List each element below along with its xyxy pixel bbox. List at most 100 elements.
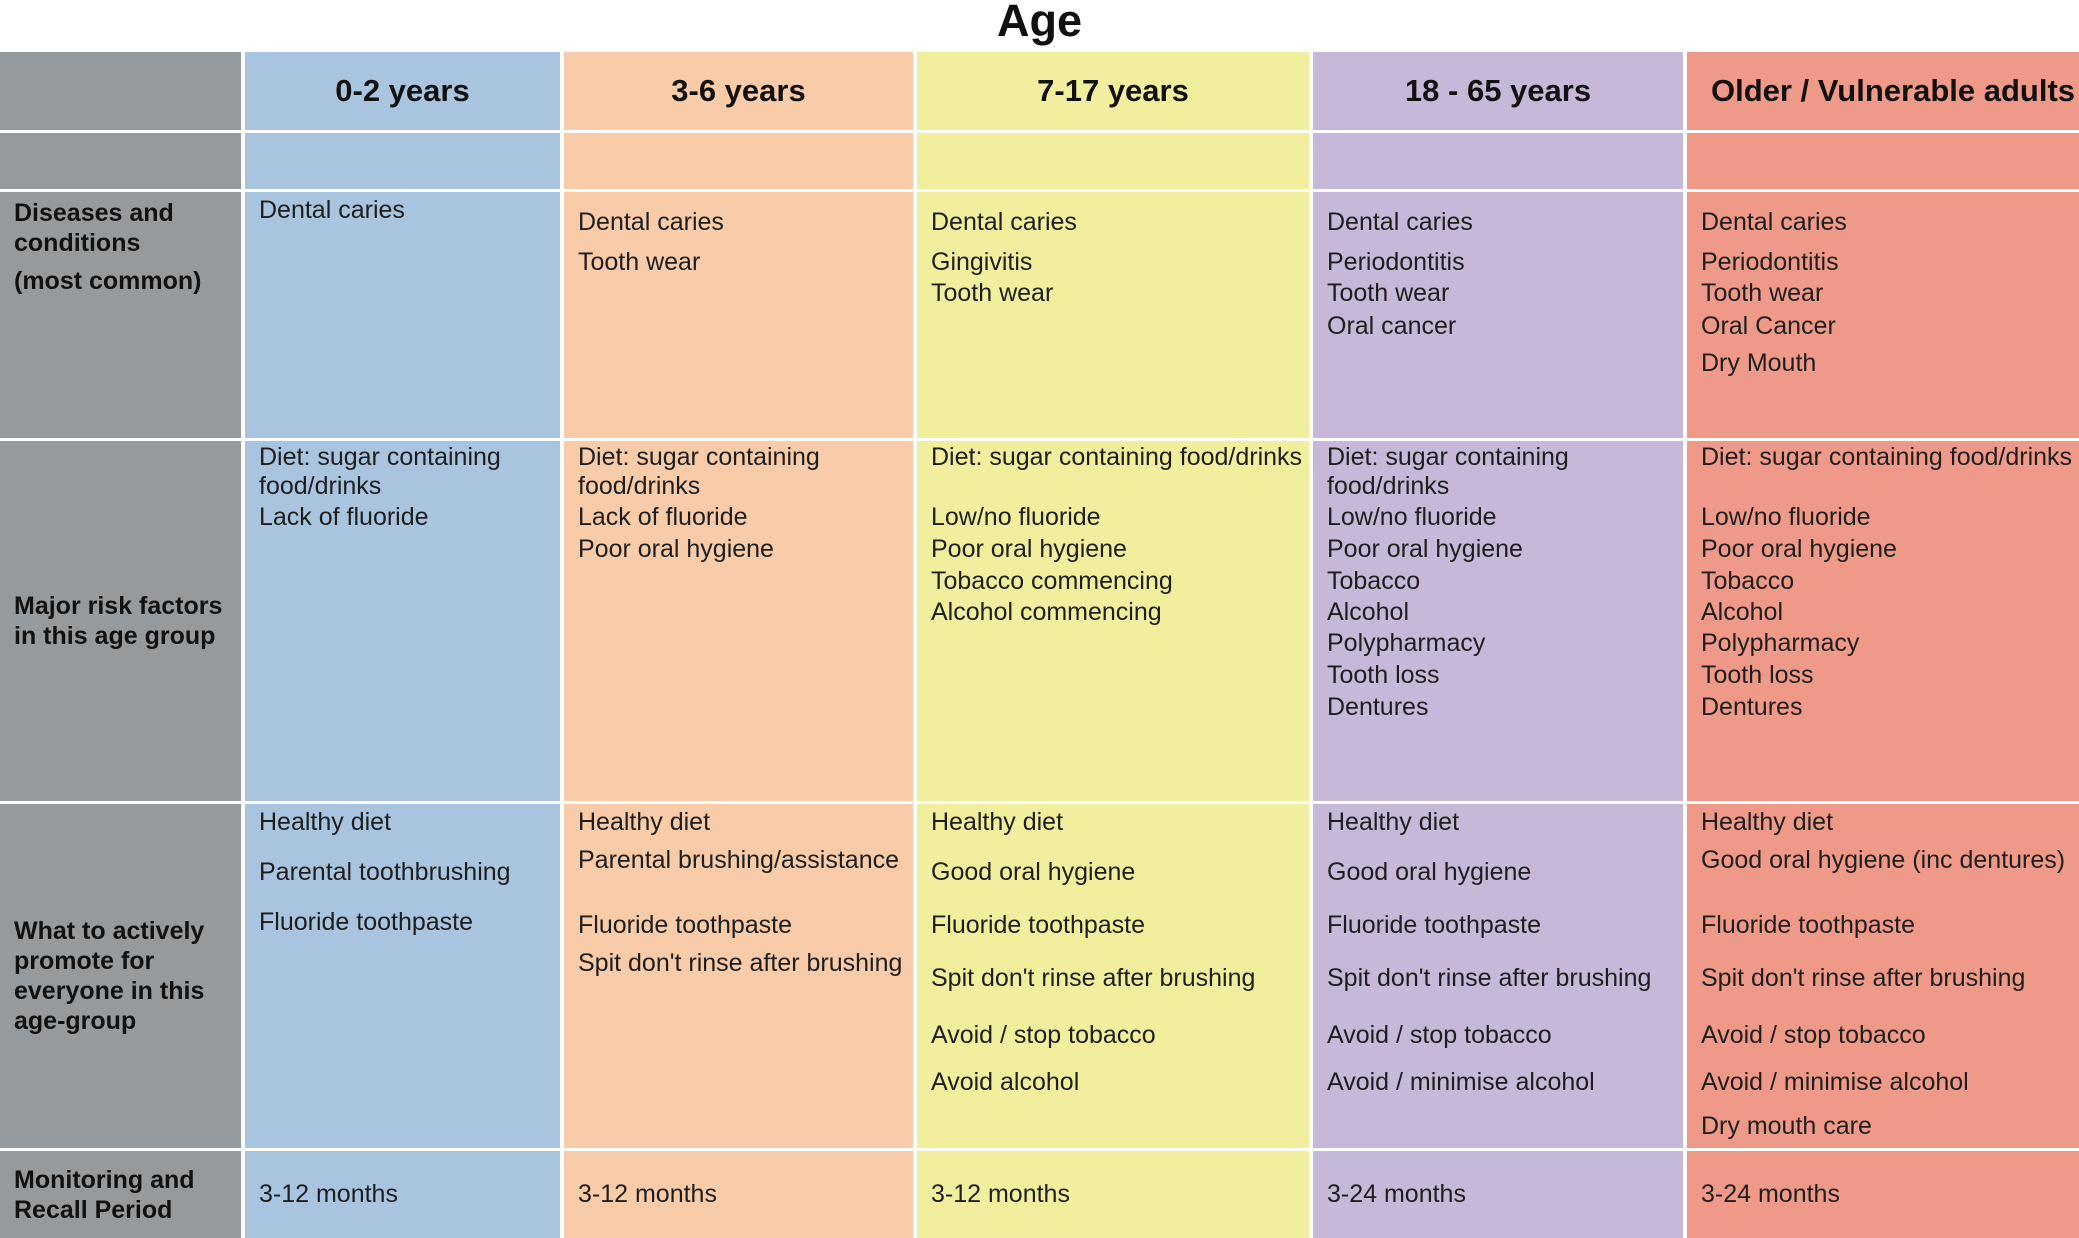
- list-item: Tooth wear: [578, 248, 701, 276]
- diseases-cell-3-6-years: Dental caries Tooth wear: [564, 192, 913, 438]
- header-0-2-years: 0-2 years: [245, 52, 560, 130]
- list-item: Tooth loss: [1701, 661, 1814, 689]
- list-item: Lack of fluoride: [578, 503, 748, 531]
- list-item: Oral Cancer: [1701, 312, 1836, 340]
- list-item: Low/no fluoride: [931, 503, 1101, 531]
- header-7-17-years: 7-17 years: [917, 52, 1309, 130]
- page-title: Age: [996, 0, 1082, 46]
- list-item: Oral cancer: [1327, 312, 1457, 340]
- list-item: Spit don't rinse after brushing: [1327, 964, 1652, 992]
- list-item: Alcohol commencing: [931, 598, 1162, 626]
- list-item: Poor oral hygiene: [1327, 535, 1523, 563]
- oral-health-age-table: 0-2 years 3-6 years 7-17 years 18 - 65 y…: [0, 52, 2079, 1238]
- spacer-cell: [245, 133, 560, 189]
- list-item: Polypharmacy: [1327, 629, 1486, 657]
- list-item: Tooth wear: [1701, 279, 1824, 307]
- list-item: Low/no fluoride: [1701, 503, 1871, 531]
- list-item: Spit don't rinse after brushing: [1701, 964, 2026, 992]
- promote-cell-3-6-years: Healthy diet Parental brushing/assistance…: [564, 804, 913, 1148]
- list-item: Healthy diet: [259, 808, 392, 836]
- list-item: Dental caries: [578, 208, 724, 236]
- header-corner-cell: [0, 52, 241, 130]
- list-item: Dentures: [1327, 693, 1429, 721]
- risk-cell-0-2-years: Diet: sugar containing food/drinks Lack o…: [245, 441, 560, 801]
- list-item: Healthy diet: [1701, 808, 1834, 836]
- risk-cell-3-6-years: Diet: sugar containing food/drinks Lack o…: [564, 441, 913, 801]
- list-item: Diet: sugar containing food/drinks: [1327, 443, 1569, 500]
- list-item: Poor oral hygiene: [1701, 535, 1897, 563]
- row-label-diseases-subtext: (most common): [14, 267, 202, 295]
- recall-value: 3-12 months: [931, 1180, 1070, 1208]
- header-3-6-years: 3-6 years: [564, 52, 913, 130]
- list-item: Dry mouth care: [1701, 1112, 1872, 1140]
- list-item: Tobacco commencing: [931, 567, 1173, 595]
- promote-cell-0-2-years: Healthy diet Parental toothbrushing Fluori…: [245, 804, 560, 1148]
- spacer-label-cell: [0, 133, 241, 189]
- diseases-cell-older-vulnerable-adults: Dental caries Periodontitis Tooth wear Oral…: [1687, 192, 2079, 438]
- list-item: Polypharmacy: [1701, 629, 1860, 657]
- list-item: Fluoride toothpaste: [578, 911, 793, 939]
- list-item: Dental caries: [259, 196, 405, 224]
- list-item: Parental brushing/assistance: [578, 846, 900, 874]
- list-item: Tooth wear: [931, 279, 1054, 307]
- recall-cell-3-6-years: 3-12 months: [564, 1151, 913, 1238]
- recall-value: 3-24 months: [1701, 1180, 1840, 1208]
- list-item: Healthy diet: [1327, 808, 1460, 836]
- list-item: Diet: sugar containing food/drinks: [1701, 443, 2073, 471]
- list-item: Diet: sugar containing food/drinks: [931, 443, 1303, 471]
- list-item: Fluoride toothpaste: [1327, 911, 1542, 939]
- diseases-cell-7-17-years: Dental caries Gingivitis Tooth wear: [917, 192, 1309, 438]
- list-item: Fluoride toothpaste: [1701, 911, 1916, 939]
- risk-cell-18-65-years: Diet: sugar containing food/drinks Low/no…: [1313, 441, 1683, 801]
- list-item: Gingivitis: [931, 248, 1033, 276]
- row-label-diseases-text: Diseases and conditions: [14, 199, 174, 257]
- list-item: Diet: sugar containing food/drinks: [578, 443, 820, 500]
- spacer-cell: [1313, 133, 1683, 189]
- row-label-diseases: Diseases and conditions (most common): [0, 192, 241, 438]
- list-item: Avoid / stop tobacco: [1701, 1021, 1926, 1049]
- spacer-cell: [1687, 133, 2079, 189]
- list-item: Good oral hygiene: [1327, 858, 1532, 886]
- list-item: Avoid / minimise alcohol: [1327, 1068, 1595, 1096]
- list-item: Healthy diet: [578, 808, 711, 836]
- row-label-risk-factors: Major risk factors in this age group: [0, 441, 241, 801]
- row-label-recall: Monitoring and Recall Period: [0, 1151, 241, 1238]
- risk-cell-older-vulnerable-adults: Diet: sugar containing food/drinks Low/no…: [1687, 441, 2079, 801]
- list-item: Poor oral hygiene: [578, 535, 774, 563]
- row-label-promote: What to actively promote for everyone in…: [0, 804, 241, 1148]
- list-item: Diet: sugar containing food/drinks: [259, 443, 501, 500]
- list-item: Tobacco: [1327, 567, 1421, 595]
- recall-cell-18-65-years: 3-24 months: [1313, 1151, 1683, 1238]
- recall-cell-0-2-years: 3-12 months: [245, 1151, 560, 1238]
- list-item: Avoid / stop tobacco: [1327, 1021, 1552, 1049]
- list-item: Alcohol: [1327, 598, 1409, 626]
- list-item: Avoid / minimise alcohol: [1701, 1068, 1969, 1096]
- promote-cell-older-vulnerable-adults: Healthy diet Good oral hygiene (inc dentu…: [1687, 804, 2079, 1148]
- recall-value: 3-12 months: [259, 1180, 398, 1208]
- list-item: Dental caries: [931, 208, 1077, 236]
- list-item: Low/no fluoride: [1327, 503, 1497, 531]
- recall-value: 3-24 months: [1327, 1180, 1466, 1208]
- list-item: Fluoride toothpaste: [259, 908, 474, 936]
- list-item: Spit don't rinse after brushing: [931, 964, 1256, 992]
- list-item: Dry Mouth: [1701, 349, 1817, 377]
- risk-cell-7-17-years: Diet: sugar containing food/drinks Low/no…: [917, 441, 1309, 801]
- list-item: Fluoride toothpaste: [931, 911, 1146, 939]
- list-item: Avoid alcohol: [931, 1068, 1080, 1096]
- diseases-cell-0-2-years: Dental caries: [245, 192, 560, 438]
- list-item: Spit don't rinse after brushing: [578, 949, 903, 977]
- list-item: Lack of fluoride: [259, 503, 429, 531]
- list-item: Tooth loss: [1327, 661, 1440, 689]
- spacer-cell: [917, 133, 1309, 189]
- promote-cell-18-65-years: Healthy diet Good oral hygiene Fluoride to…: [1313, 804, 1683, 1148]
- list-item: Dental caries: [1327, 208, 1473, 236]
- list-item: Tooth wear: [1327, 279, 1450, 307]
- list-item: Good oral hygiene (inc dentures): [1701, 846, 2066, 874]
- list-item: Poor oral hygiene: [931, 535, 1127, 563]
- list-item: Periodontitis: [1327, 248, 1465, 276]
- list-item: Dental caries: [1701, 208, 1847, 236]
- list-item: Periodontitis: [1701, 248, 1839, 276]
- list-item: Avoid / stop tobacco: [931, 1021, 1156, 1049]
- list-item: Good oral hygiene: [931, 858, 1136, 886]
- list-item: Parental toothbrushing: [259, 858, 511, 886]
